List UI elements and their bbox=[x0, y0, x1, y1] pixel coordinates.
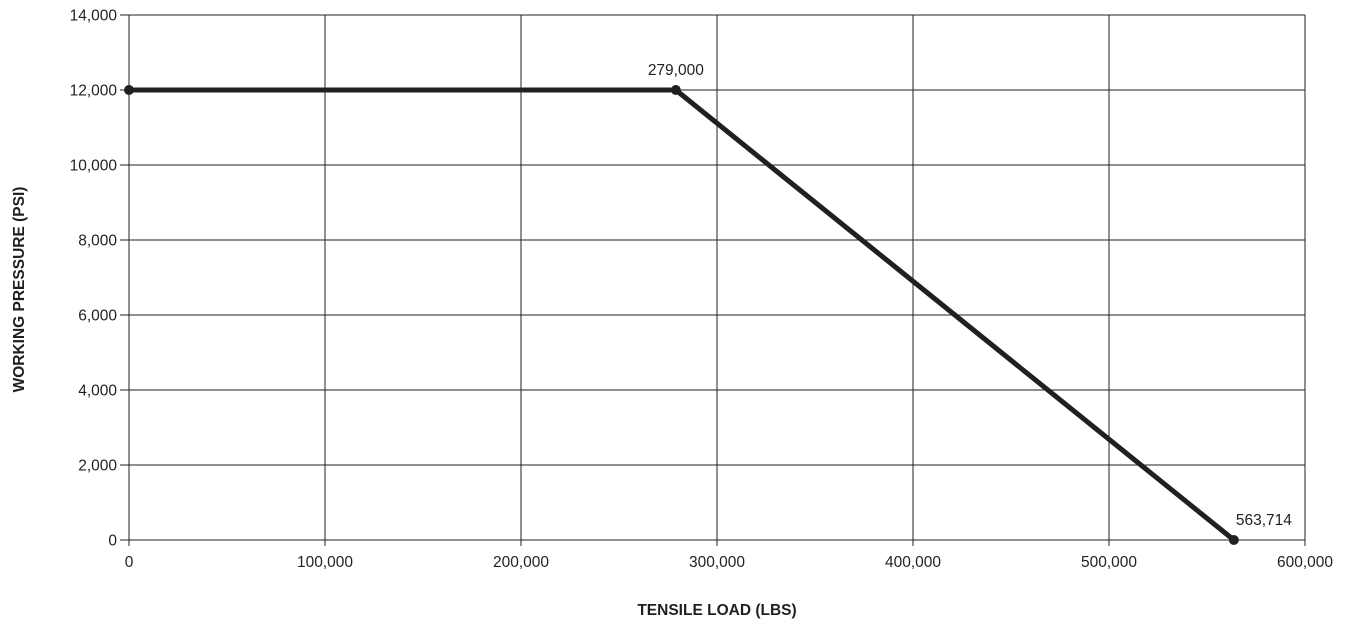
data-point bbox=[124, 85, 134, 95]
x-tick-label: 100,000 bbox=[297, 554, 353, 571]
x-tick-label: 300,000 bbox=[689, 554, 745, 571]
tick-marks bbox=[120, 14, 1306, 546]
data-point bbox=[1228, 535, 1239, 545]
series bbox=[124, 85, 1239, 545]
data-point bbox=[670, 85, 681, 95]
x-tick-label: 600,000 bbox=[1277, 554, 1333, 571]
data-label: 563,714 bbox=[1236, 512, 1292, 529]
x-tick-labels: 0 100,000 200,000 300,000 400,000 500,000 600,… bbox=[125, 554, 1334, 571]
x-axis-title: TENSILE LOAD (LBS) bbox=[637, 602, 796, 619]
data-label: 279,000 bbox=[648, 62, 704, 79]
y-tick-label: 14,000 bbox=[70, 8, 118, 25]
x-tick-label: 500,000 bbox=[1081, 554, 1137, 571]
y-axis-title: WORKING PRESSURE (PSI) bbox=[11, 187, 28, 393]
x-tick-label: 400,000 bbox=[885, 554, 941, 571]
y-tick-label: 10,000 bbox=[70, 158, 118, 175]
y-tick-label: 2,000 bbox=[78, 458, 117, 475]
y-tick-labels: 0 2,000 4,000 6,000 8,000 10,000 12,000 14,000 bbox=[70, 8, 118, 550]
x-tick-label: 0 bbox=[125, 554, 134, 571]
y-tick-label: 8,000 bbox=[78, 233, 117, 250]
y-tick-label: 12,000 bbox=[70, 83, 118, 100]
x-tick-label: 200,000 bbox=[493, 554, 549, 571]
y-tick-label: 0 bbox=[108, 533, 117, 550]
annotations: 279,000 563,714 bbox=[648, 62, 1292, 529]
y-tick-label: 4,000 bbox=[78, 383, 117, 400]
grid bbox=[128, 14, 1306, 541]
y-tick-label: 6,000 bbox=[78, 308, 117, 325]
